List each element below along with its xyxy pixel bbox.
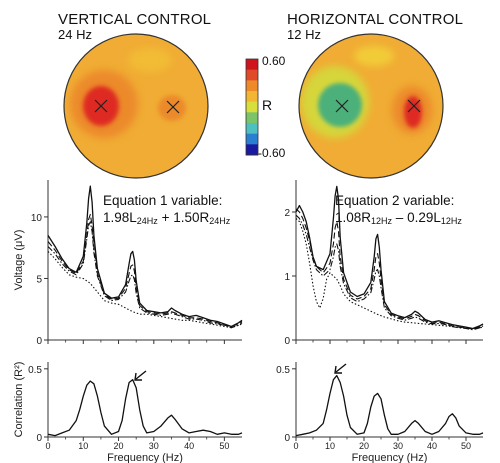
equation-2-var-2: L xyxy=(433,210,441,225)
equation-2-operator: – xyxy=(392,210,408,225)
colorbar-segment xyxy=(246,112,258,124)
equation-2-label: Equation 2 variable: xyxy=(335,193,455,208)
topomap-vertical-yellow-patch xyxy=(128,48,172,72)
colorbar-segment xyxy=(246,144,258,156)
peak-arrow-right xyxy=(334,363,347,374)
colorbar-outline xyxy=(245,58,259,156)
series-line-solid xyxy=(295,185,484,330)
x-tick-label: 10 xyxy=(78,441,88,451)
equation-1-expression: 1.98L24Hz + 1.50R24Hz xyxy=(103,209,230,230)
x-tick-label: 30 xyxy=(393,441,403,451)
colorbar-segment xyxy=(246,133,258,145)
series-line-dashed xyxy=(295,208,484,330)
x-tick-label: 10 xyxy=(325,441,335,451)
peak-arrow-left xyxy=(134,370,147,381)
equation-2-coef-2: 0.29 xyxy=(407,210,434,225)
x-tick-label: 20 xyxy=(359,441,369,451)
equation-1-var-2: R xyxy=(199,210,210,225)
equation-1-sub-1: 24Hz xyxy=(136,216,158,226)
equation-1-label: Equation 1 variable: xyxy=(103,193,223,208)
chart-voltage-right: 0 1 2 xyxy=(284,180,484,347)
y-tick-label: 1 xyxy=(284,272,290,283)
equation-1-coef-1: 1.98 xyxy=(103,210,130,225)
colorbar-mid-label: R xyxy=(262,97,273,113)
series-line-solid xyxy=(295,374,484,437)
equation-1-sub-2: 24Hz xyxy=(209,216,231,226)
equation-1-annotation: Equation 1 variable: 1.98L24Hz + 1.50R24… xyxy=(103,192,230,230)
series-line-dotted xyxy=(47,251,243,329)
y-tick-label: 0 xyxy=(284,433,290,444)
y-tick-label: 0 xyxy=(36,433,42,444)
colorbar-min-label: -0.60 xyxy=(258,146,286,160)
x-tick-label: 40 xyxy=(427,441,437,451)
topomap-horizontal-red-region xyxy=(404,96,422,128)
x-tick-label: 50 xyxy=(461,441,471,451)
equation-2-sub-1: 12Hz xyxy=(371,216,393,226)
colorbar-segment xyxy=(246,59,258,71)
x-tick-label: 40 xyxy=(184,441,194,451)
colorbar xyxy=(245,58,259,156)
series-line-dashdot xyxy=(47,221,243,329)
equation-1-coef-2: 1.50 xyxy=(173,210,200,225)
colorbar-segment xyxy=(246,91,258,103)
colorbar-segment xyxy=(246,80,258,92)
colorbar-segment xyxy=(246,123,258,135)
chart-voltage-left: 0 5 10 Voltage (μV) xyxy=(13,180,243,347)
series-line-solid xyxy=(47,185,243,328)
y-tick-label: 2 xyxy=(284,208,290,219)
y-tick-label: 10 xyxy=(31,213,43,224)
equation-2-expression: 1.08R12Hz – 0.29L12Hz xyxy=(335,209,462,230)
panel-title-horizontal: HORIZONTAL CONTROL xyxy=(287,11,464,28)
y-tick-label: 5 xyxy=(36,274,42,285)
colorbar-segment xyxy=(246,101,258,113)
topomap-horizontal-outline xyxy=(298,33,444,179)
chart-correlation-left: 0 0.5 0 10 20 30 40 50 Correlation (R²) Frequency… xyxy=(13,362,243,463)
topomap-horizontal-green-region xyxy=(318,83,362,127)
equation-1-operator: + xyxy=(157,210,174,225)
panel-title-vertical: VERTICAL CONTROL xyxy=(58,11,212,28)
series-line-solid xyxy=(47,379,243,437)
topomap-horizontal xyxy=(298,33,444,179)
series-line-dashdot xyxy=(295,214,484,331)
panel-frequency-vertical: 24 Hz xyxy=(58,27,92,42)
electrode-cross-right-1 xyxy=(335,99,349,113)
electrode-cross-left-1 xyxy=(94,99,108,113)
y-axis-label: Voltage (μV) xyxy=(13,230,25,291)
chart-correlation-right: 0 0.5 0 10 20 30 40 50 Frequency (Hz) xyxy=(276,362,484,463)
topomap-vertical xyxy=(63,33,209,179)
x-axis-label: Frequency (Hz) xyxy=(352,452,428,463)
electrode-cross-left-2 xyxy=(166,100,180,114)
y-axis-label: Correlation (R²) xyxy=(13,362,25,438)
x-axis-label: Frequency (Hz) xyxy=(107,452,183,463)
y-tick-label: 0 xyxy=(284,336,290,347)
topomap-vertical-outline xyxy=(63,33,209,179)
equation-1-var-1: L xyxy=(129,210,137,225)
colorbar-segment xyxy=(246,69,258,81)
x-tick-label: 30 xyxy=(149,441,159,451)
y-tick-label: 0.5 xyxy=(28,365,42,376)
x-tick-label: 0 xyxy=(293,441,298,451)
topomap-horizontal-yellow-top xyxy=(354,46,394,66)
x-tick-label: 50 xyxy=(219,441,229,451)
equation-2-sub-2: 12Hz xyxy=(440,216,462,226)
colorbar-max-label: 0.60 xyxy=(262,54,286,68)
equation-2-annotation: Equation 2 variable: 1.08R12Hz – 0.29L12… xyxy=(335,192,462,230)
y-tick-label: 0 xyxy=(36,336,42,347)
panel-frequency-horizontal: 12 Hz xyxy=(287,27,321,42)
y-tick-label: 0.5 xyxy=(276,365,290,376)
series-line-dotted xyxy=(295,217,484,330)
equation-2-var-1: R xyxy=(361,210,372,225)
electrode-cross-right-2 xyxy=(407,99,421,113)
equation-2-coef-1: 1.08 xyxy=(335,210,362,225)
x-tick-label: 0 xyxy=(45,441,50,451)
x-tick-label: 20 xyxy=(114,441,124,451)
